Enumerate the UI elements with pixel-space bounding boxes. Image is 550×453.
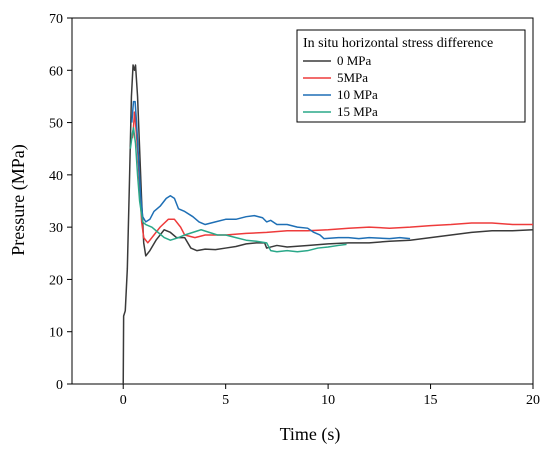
y-tick-label: 40 (49, 169, 63, 184)
x-axis-title: Time (s) (280, 424, 341, 445)
y-tick-label: 10 (49, 326, 63, 341)
x-tick-label: 5 (222, 393, 229, 408)
y-tick-label: 60 (49, 64, 63, 79)
axes-layer: 0 5 10 15 20 0 10 20 30 40 50 60 70 (49, 12, 540, 408)
y-tick-label: 0 (56, 378, 63, 393)
legend-label-1: 0 MPa (337, 53, 372, 68)
legend-label-4: 15 MPa (337, 104, 378, 119)
y-axis-title: Pressure (MPa) (8, 144, 29, 255)
x-tick-label: 0 (120, 393, 127, 408)
series-line-4 (129, 127, 347, 253)
y-tick-label: 30 (49, 221, 63, 236)
legend: In situ horizontal stress difference 0 MP… (296, 29, 526, 123)
legend-label-2: 5MPa (337, 70, 368, 85)
legend-title: In situ horizontal stress difference (303, 36, 493, 51)
y-tick-label: 50 (49, 117, 63, 132)
legend-label-3: 10 MPa (337, 87, 378, 102)
x-tick-label: 20 (526, 393, 540, 408)
x-tick-label: 10 (321, 393, 335, 408)
legend-box (296, 29, 526, 123)
series-layer (122, 64, 534, 385)
y-tick-label: 20 (49, 273, 63, 288)
y-tick-label: 70 (49, 12, 63, 27)
series-line-3 (131, 100, 411, 240)
series-line-1 (122, 64, 534, 385)
x-tick-label: 15 (424, 393, 438, 408)
